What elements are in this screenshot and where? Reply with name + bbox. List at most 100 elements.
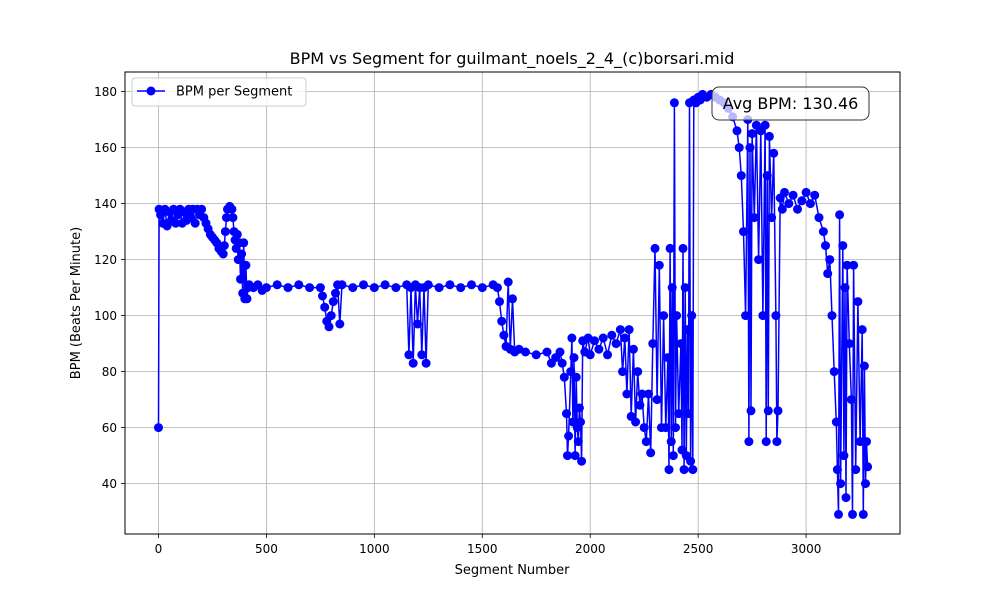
x-axis-label: Segment Number [455,563,571,578]
data-point [771,311,781,321]
data-point [477,283,487,293]
data-point [652,395,662,405]
data-point [732,126,742,136]
data-point [562,409,571,419]
data-point [784,199,794,209]
data-point [324,322,334,332]
data-point [846,395,856,405]
data-point [861,479,870,489]
legend-marker [146,86,156,96]
x-tick-label: 1000 [359,542,390,556]
data-point [839,451,849,461]
data-point [788,190,798,200]
data-point [380,280,390,290]
data-point [557,358,567,368]
data-point [590,336,599,346]
data-point [456,283,466,293]
data-point [851,465,861,475]
data-point [272,280,282,290]
data-point [331,288,340,298]
data-point [672,311,682,321]
data-point [758,311,768,321]
data-point [863,462,873,472]
data-point [607,330,617,340]
x-tick-label: 0 [155,542,163,556]
data-point [827,311,837,321]
data-point [772,437,782,447]
data-point [663,353,673,363]
data-point [171,218,181,228]
data-point [624,325,634,335]
data-point [744,437,754,447]
data-point [646,448,656,458]
data-point [857,325,867,335]
data-point [563,451,572,461]
data-point [650,243,660,253]
data-point [521,347,530,357]
data-point [391,283,401,293]
y-axis-ticks: 40 60 80 100 120 140 160 180 [94,85,125,491]
data-point [237,249,247,259]
data-point [227,204,237,214]
data-point [236,274,245,284]
data-point [767,213,777,223]
data-point [734,143,744,153]
y-tick-label: 100 [94,309,117,323]
data-point [564,431,574,441]
data-point [664,465,674,475]
data-point [764,131,774,141]
data-point [503,277,513,287]
y-tick-label: 120 [94,253,117,267]
data-point [408,358,418,368]
legend: BPM per Segment [131,77,307,107]
data-point [622,389,632,399]
data-point [848,509,857,519]
x-tick-label: 1500 [467,542,498,556]
data-point [573,437,583,447]
data-point [763,406,773,416]
data-point [637,389,647,399]
data-point [834,509,843,519]
data-point [688,465,698,475]
y-tick-label: 40 [102,477,117,491]
data-point [242,294,252,304]
data-point [818,227,828,237]
data-point [559,372,569,382]
y-tick-label: 180 [94,85,117,99]
data-point [823,269,833,279]
data-point [576,417,585,427]
data-point [348,283,358,293]
data-point [829,367,839,377]
data-point [821,241,830,251]
data-point [844,339,854,349]
data-point [832,465,842,475]
data-point [445,280,455,290]
data-point [641,437,651,447]
series-layer [154,89,873,519]
data-point [594,344,604,354]
data-point [239,238,249,248]
data-point [567,333,577,343]
data-point [849,260,859,270]
data-point [220,227,230,237]
data-point [218,249,228,259]
y-tick-label: 60 [102,421,117,435]
data-point [736,171,746,181]
data-point [814,213,824,223]
data-point [679,465,689,475]
data-point [631,417,641,427]
data-point [232,229,242,239]
data-point [825,255,835,265]
data-point [404,350,414,360]
data-point [508,294,517,304]
data-point [687,311,697,321]
annotation-box [711,86,870,121]
data-point [644,389,653,399]
data-point [228,213,238,223]
data-point [842,260,852,270]
data-point [741,311,751,321]
data-point [840,283,850,293]
data-point [862,437,871,447]
data-point [801,187,811,197]
data-point [680,283,690,293]
